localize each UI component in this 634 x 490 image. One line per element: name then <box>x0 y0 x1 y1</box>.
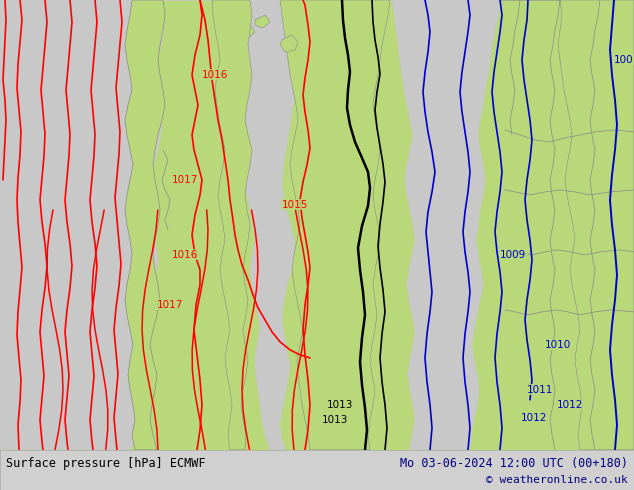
Text: 1017: 1017 <box>157 300 183 310</box>
Text: 1016: 1016 <box>172 250 198 260</box>
Text: 1017: 1017 <box>172 175 198 185</box>
Text: 1012: 1012 <box>521 413 547 423</box>
Text: 100: 100 <box>614 55 634 65</box>
Polygon shape <box>212 0 252 450</box>
Text: 1015: 1015 <box>281 200 308 210</box>
Text: Surface pressure [hPa] ECMWF: Surface pressure [hPa] ECMWF <box>6 457 205 470</box>
Text: 1013: 1013 <box>322 415 348 425</box>
Polygon shape <box>280 0 390 450</box>
Text: Mo 03-06-2024 12:00 UTC (00+180): Mo 03-06-2024 12:00 UTC (00+180) <box>400 457 628 470</box>
Text: © weatheronline.co.uk: © weatheronline.co.uk <box>486 475 628 485</box>
Polygon shape <box>125 0 165 450</box>
Text: 1016: 1016 <box>202 70 228 80</box>
Polygon shape <box>255 15 270 28</box>
Polygon shape <box>240 25 255 38</box>
Polygon shape <box>160 0 310 450</box>
Polygon shape <box>388 0 500 450</box>
Polygon shape <box>0 0 165 450</box>
Text: 1013: 1013 <box>327 400 353 410</box>
Text: 1011: 1011 <box>527 385 553 395</box>
Polygon shape <box>280 35 298 52</box>
Text: 1012: 1012 <box>557 400 583 410</box>
Text: 1010: 1010 <box>545 340 571 350</box>
Text: 1009: 1009 <box>500 250 526 260</box>
Polygon shape <box>500 0 634 450</box>
